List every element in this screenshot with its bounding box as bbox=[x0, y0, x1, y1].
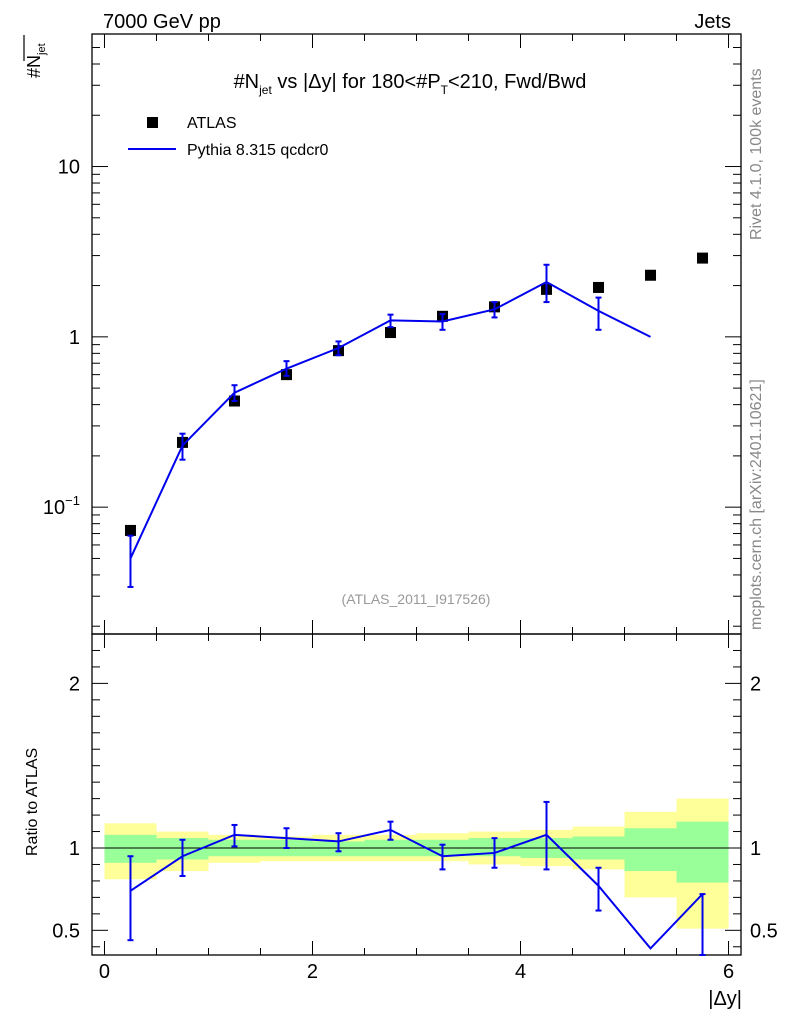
atlas-point bbox=[124, 524, 136, 536]
ratio-axes: 0 2 4 6 0.5 0.5 1 1 2 2 bbox=[52, 34, 778, 983]
ratio-series bbox=[127, 800, 706, 956]
x-tick-label: 6 bbox=[723, 961, 734, 983]
atlas-point bbox=[697, 252, 709, 264]
atlas-point bbox=[645, 269, 657, 281]
source-label: mcplots.cern.ch [arXiv:2401.10621] bbox=[748, 379, 765, 630]
green-band-10 bbox=[624, 828, 677, 872]
x-tick-label: 2 bbox=[307, 961, 318, 983]
ratio-y-tick-label-right: 2 bbox=[750, 673, 761, 695]
x-axis-label: |Δy| bbox=[708, 988, 742, 1010]
main-axes: 10−1 1 10 bbox=[43, 33, 742, 955]
legend: ATLAS Pythia 8.315 qcdcr0 bbox=[128, 115, 329, 159]
ratio-uncertainty-bands bbox=[104, 798, 729, 929]
rivet-version-label: Rivet 4.1.0, 100k events bbox=[748, 68, 765, 240]
green-band-11 bbox=[676, 821, 729, 883]
ratio-y-tick-label-right: 0.5 bbox=[750, 920, 778, 942]
svg-text:#Njet: #Njet bbox=[24, 43, 48, 78]
ratio-y-tick-label: 0.5 bbox=[52, 920, 80, 942]
ratio-y-axis-label: Ratio to ATLAS bbox=[24, 748, 41, 856]
legend-atlas-marker bbox=[147, 117, 158, 128]
ratio-line bbox=[129, 828, 704, 950]
atlas-point bbox=[593, 281, 605, 293]
x-tick-label: 4 bbox=[515, 961, 526, 983]
analysis-watermark: (ATLAS_2011_I917526) bbox=[342, 591, 491, 607]
ratio-frame bbox=[91, 633, 742, 956]
svg-text:#Njet vs |Δy| for 180<#PT<210,: #Njet vs |Δy| for 180<#PT<210, Fwd/Bwd bbox=[234, 71, 587, 97]
chart-title: #Njet vs |Δy| for 180<#PT<210, Fwd/Bwd bbox=[234, 71, 587, 97]
atlas-point bbox=[384, 327, 396, 339]
ratio-y-tick-label-right: 1 bbox=[750, 838, 761, 860]
y-tick-label: 10 bbox=[58, 157, 80, 179]
y-tick-label: 1 bbox=[69, 327, 80, 349]
main-series bbox=[124, 252, 709, 588]
pythia-line bbox=[129, 280, 651, 559]
main-y-axis-label: #Njet bbox=[23, 35, 48, 78]
x-tick-label: 0 bbox=[99, 961, 110, 983]
legend-atlas-label: ATLAS bbox=[187, 115, 237, 132]
y-tick-label: 10−1 bbox=[43, 493, 80, 519]
ratio-y-tick-label: 1 bbox=[69, 838, 80, 860]
header-energy-label: 7000 GeV pp bbox=[103, 11, 221, 33]
legend-pythia-label: Pythia 8.315 qcdcr0 bbox=[187, 142, 329, 159]
header-process-label: Jets bbox=[694, 11, 731, 33]
ratio-y-tick-label: 2 bbox=[69, 673, 80, 695]
